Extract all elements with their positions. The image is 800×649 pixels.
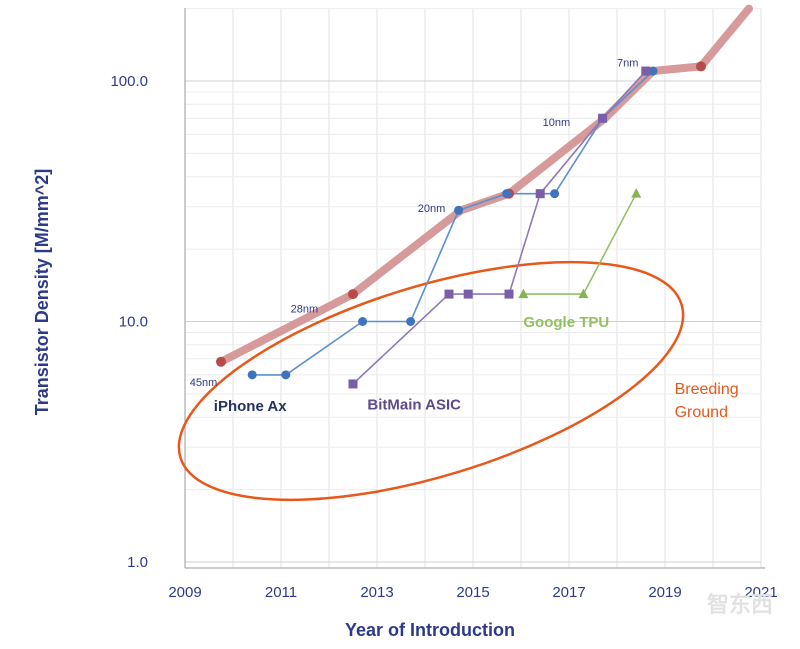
y-tick-label: 1.0: [127, 554, 148, 571]
bitmain-asic-point: [535, 189, 545, 199]
x-axis-title: Year of Introduction: [345, 620, 515, 640]
bitmain-asic-point: [463, 289, 473, 299]
iphone-ax-point: [247, 370, 257, 380]
bitmain-asic-point: [444, 289, 454, 299]
google-tpu-point: [578, 288, 589, 299]
trend-point: [696, 61, 706, 72]
process-node-label: 28nm: [291, 303, 319, 315]
series-layer: [216, 4, 753, 389]
iphone-ax-point: [406, 317, 416, 326]
bitmain-asic-point: [641, 66, 651, 76]
axes: [184, 8, 765, 569]
watermark: 智东西: [707, 592, 773, 618]
x-tick-label: 2015: [456, 584, 489, 601]
y-axis-title: Transistor Density [M/mm^2]: [32, 169, 52, 416]
process-node-label: 45nm: [190, 377, 218, 389]
x-tick-label: 2011: [265, 584, 297, 601]
x-tick-label: 2013: [360, 584, 393, 601]
process-node-label: 10nm: [543, 117, 571, 129]
trend-point: [216, 356, 226, 367]
trend-point: [348, 289, 358, 300]
iphone-ax-point: [648, 66, 658, 76]
iphone-ax-point: [358, 317, 368, 326]
y-tick-labels: 1.0 10.0 100.0: [110, 73, 148, 571]
series-label: BitMain ASIC: [367, 397, 461, 414]
iphone-ax-point: [454, 205, 464, 215]
google-tpu-point: [518, 288, 529, 299]
google-tpu-line: [523, 193, 637, 295]
bitmain-asic-point: [598, 113, 608, 123]
process-node-label: 7nm: [617, 57, 638, 69]
series-label: Google TPU: [523, 314, 609, 331]
x-tick-label: 2019: [648, 584, 681, 601]
process-node-label: 20nm: [418, 203, 446, 215]
y-tick-label: 100.0: [110, 73, 148, 90]
bitmain-asic-point: [348, 379, 358, 389]
breeding-ground-ellipse: [177, 260, 685, 502]
breeding-ground-label: Ground: [675, 404, 728, 421]
x-tick-label: 2021: [744, 584, 777, 601]
google-tpu-point: [631, 188, 642, 198]
y-tick-label: 10.0: [119, 314, 148, 331]
x-tick-label: 2017: [552, 584, 585, 601]
iphone-ax-point: [550, 189, 560, 199]
iphone-ax-point: [502, 189, 512, 199]
bitmain-asic-point: [504, 289, 514, 299]
trend-line: [217, 4, 753, 366]
labels-layer: 45nm 28nm 20nm 10nm 7nm iPhone Ax BitMain ASIC…: [190, 57, 739, 420]
breeding-ground-label: Breeding: [675, 381, 739, 398]
x-tick-labels: 2009 2011 2013 2015 2017 2019 2021: [168, 584, 777, 601]
iphone-ax-point: [281, 370, 291, 380]
x-tick-label: 2009: [168, 584, 201, 601]
series-label: iPhone Ax: [214, 398, 287, 415]
gridlines: [184, 8, 762, 568]
